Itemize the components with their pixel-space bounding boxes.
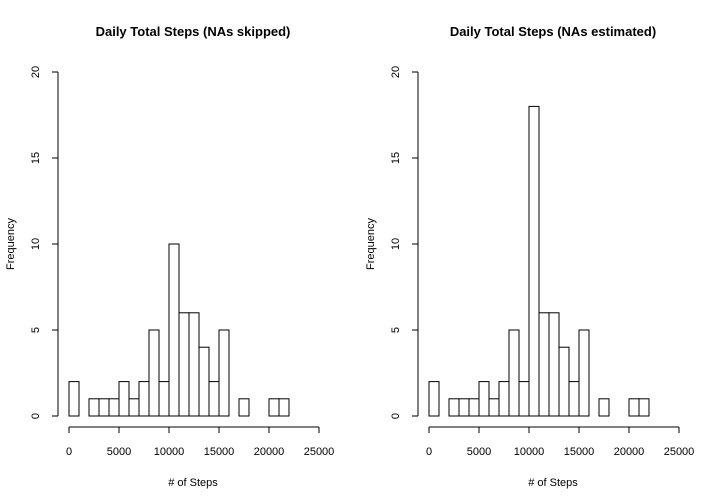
histogram-bar (68, 381, 80, 417)
histogram-bar (168, 243, 180, 417)
histogram-bar (148, 329, 160, 417)
x-tick-label: 20000 (254, 446, 285, 458)
x-tick-label: 0 (66, 446, 72, 458)
bars-group (428, 105, 650, 417)
histogram-bar (268, 398, 280, 417)
histogram-bar (638, 398, 650, 417)
x-tick-label: 10000 (154, 446, 185, 458)
bars-group (68, 243, 290, 417)
y-tick-label: 0 (30, 413, 42, 419)
histogram-bar (88, 398, 100, 417)
histogram-bar (198, 346, 210, 417)
x-axis-label: # of Steps (168, 477, 218, 489)
histogram-bar (478, 381, 490, 417)
histogram-bar (628, 398, 640, 417)
histogram-bar (548, 312, 560, 417)
y-tick-label: 20 (390, 66, 402, 78)
histogram-bar (178, 312, 190, 417)
histogram-bar (578, 329, 590, 417)
y-axis: 0 5 10 15 20 (30, 66, 59, 419)
y-tick-label: 15 (390, 152, 402, 164)
y-tick-label: 5 (30, 327, 42, 333)
y-axis: 0 5 10 15 20 (390, 66, 419, 419)
histogram-bar (118, 381, 130, 417)
histogram-bar (498, 381, 510, 417)
histogram-bar (188, 312, 200, 417)
histogram-bar (538, 312, 550, 417)
histogram-bar (568, 381, 580, 417)
y-tick-label: 5 (390, 327, 402, 333)
x-tick-label: 15000 (204, 446, 235, 458)
histogram-bar (98, 398, 110, 417)
x-tick-label: 15000 (564, 446, 595, 458)
histogram-bar (138, 381, 150, 417)
histogram-bar (208, 381, 220, 417)
histogram-bar (108, 398, 120, 417)
histogram-bar (518, 381, 530, 417)
histogram-bar (598, 398, 610, 417)
histogram-bar (468, 398, 480, 417)
x-tick-label: 5000 (467, 446, 491, 458)
chart-title: Daily Total Steps (NAs skipped) (96, 24, 291, 39)
histogram-bar (238, 398, 250, 417)
histogram-bar (488, 398, 500, 417)
x-axis: 0 5000 10000 15000 20000 25000 (426, 426, 695, 458)
histogram-bar (528, 105, 540, 417)
x-tick-label: 20000 (614, 446, 645, 458)
histogram-bar (558, 346, 570, 417)
x-tick-label: 5000 (107, 446, 131, 458)
y-tick-label: 10 (390, 238, 402, 250)
y-tick-label: 10 (30, 238, 42, 250)
histogram-bar (128, 398, 140, 417)
y-tick-label: 15 (30, 152, 42, 164)
histogram-bar (508, 329, 520, 417)
x-axis-label: # of Steps (528, 477, 578, 489)
y-axis-label: Frequency (365, 218, 377, 270)
histogram-panel-skipped: Daily Total Steps (NAs skipped) # of Ste… (5, 24, 334, 489)
histogram-bar (428, 381, 440, 417)
histogram-bar (158, 381, 170, 417)
x-tick-label: 0 (426, 446, 432, 458)
histogram-bar (278, 398, 290, 417)
histogram-bar (458, 398, 470, 417)
x-tick-label: 25000 (304, 446, 335, 458)
histogram-bar (448, 398, 460, 417)
y-tick-label: 0 (390, 413, 402, 419)
y-tick-label: 20 (30, 66, 42, 78)
x-tick-label: 25000 (664, 446, 695, 458)
x-tick-label: 10000 (514, 446, 545, 458)
histogram-panel-estimated: Daily Total Steps (NAs estimated) # of S… (365, 24, 694, 489)
y-axis-label: Frequency (5, 218, 17, 270)
x-axis: 0 5000 10000 15000 20000 25000 (66, 426, 335, 458)
chart-title: Daily Total Steps (NAs estimated) (450, 24, 656, 39)
histogram-bar (218, 329, 230, 417)
